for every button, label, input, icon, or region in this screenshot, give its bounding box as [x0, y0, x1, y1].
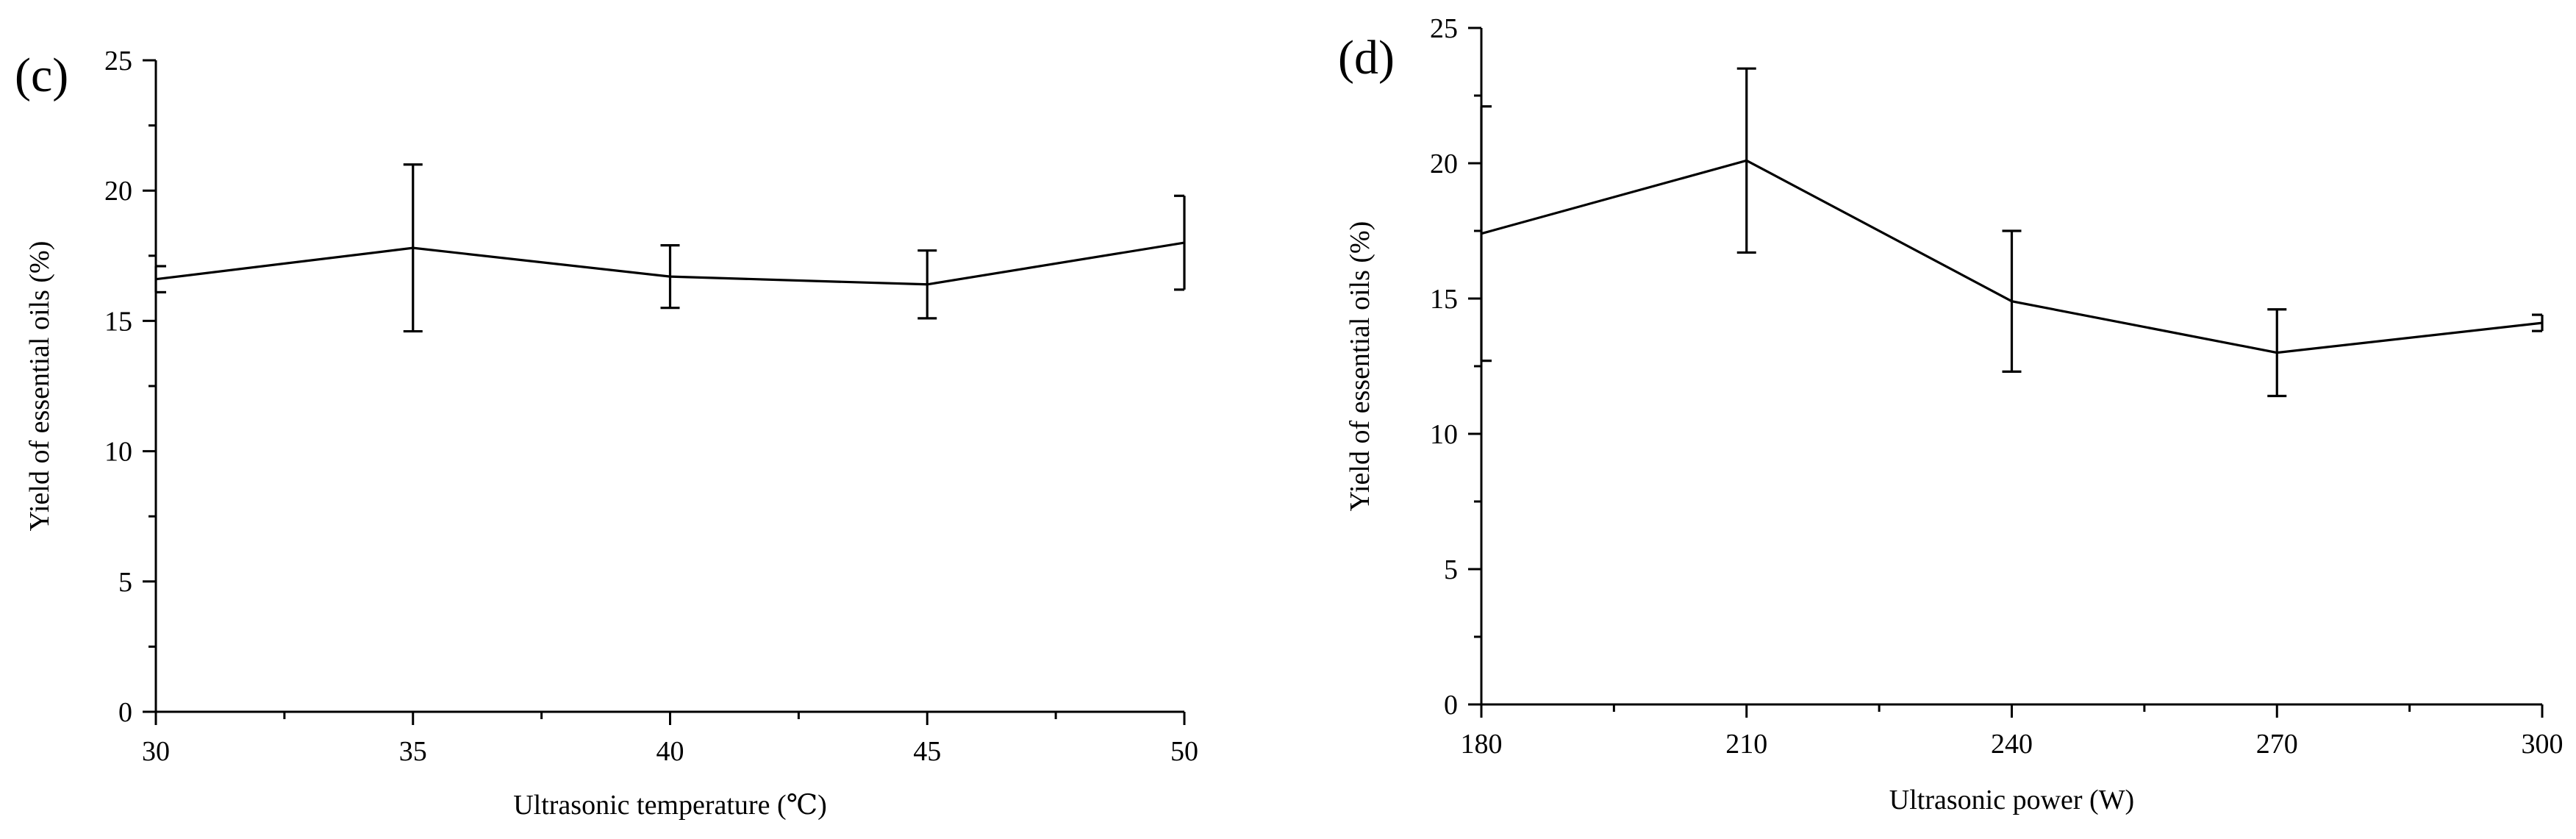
y-tick-label: 10: [1430, 419, 1458, 450]
x-tick-label: 180: [1461, 729, 1503, 760]
y-tick-label: 20: [104, 176, 132, 207]
y-tick-label: 15: [1430, 284, 1458, 315]
x-tick-label: 270: [2256, 729, 2298, 760]
y-tick-label: 5: [118, 567, 132, 598]
panel-label: (d): [1338, 31, 1395, 85]
error-bar: [2267, 308, 2287, 398]
error-bar: [1480, 105, 1492, 363]
x-axis-label: Ultrasonic power (W): [1889, 785, 2134, 815]
chart-panel: 0 5 10 15 20 25 30 35 40 45 50 Ultrasonic temperatu…: [15, 46, 1198, 821]
y-tick-label: 25: [1430, 13, 1458, 44]
y-tick-label: 25: [104, 46, 132, 76]
error-bar: [403, 163, 423, 333]
x-tick-label: 40: [656, 736, 684, 767]
error-bar: [660, 244, 680, 310]
error-bar: [917, 249, 937, 320]
y-tick-label: 10: [104, 437, 132, 468]
error-bar: [1174, 194, 1186, 291]
x-tick-label: 45: [913, 736, 941, 767]
y-tick-label: 15: [104, 306, 132, 337]
error-bar: [1736, 67, 1756, 254]
error-bar: [2002, 229, 2022, 373]
error-bar: [2532, 313, 2544, 332]
panel-label: (c): [15, 49, 68, 102]
x-tick-label: 30: [142, 736, 170, 767]
y-axis-label: Yield of essential oils (%): [24, 241, 55, 532]
y-tick-label: 0: [118, 697, 132, 728]
x-tick-label: 240: [1991, 729, 2033, 760]
x-tick-label: 35: [399, 736, 427, 767]
x-tick-label: 50: [1170, 736, 1198, 767]
y-tick-label: 0: [1444, 690, 1458, 721]
error-bar: [154, 265, 166, 294]
chart-panel: 0 5 10 15 20 25 180 210 240 270 300 Ultrasonic powe…: [1338, 13, 2564, 815]
y-tick-label: 5: [1444, 554, 1458, 585]
x-axis-label: Ultrasonic temperature (℃): [513, 790, 827, 821]
y-tick-label: 20: [1430, 149, 1458, 179]
x-tick-label: 300: [2522, 729, 2564, 760]
x-tick-label: 210: [1725, 729, 1767, 760]
y-axis-label: Yield of essential oils (%): [1345, 221, 1375, 512]
